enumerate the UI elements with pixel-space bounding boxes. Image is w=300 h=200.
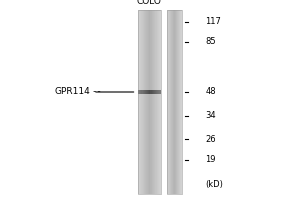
Bar xyxy=(169,10,170,194)
Bar xyxy=(154,10,155,194)
Bar xyxy=(138,10,139,194)
Bar xyxy=(179,10,180,194)
Bar xyxy=(181,10,182,194)
Bar xyxy=(153,10,154,194)
Bar xyxy=(150,90,152,94)
Text: COLO: COLO xyxy=(136,0,161,6)
Bar xyxy=(180,10,181,194)
Bar xyxy=(142,10,143,194)
Bar xyxy=(159,90,160,94)
Bar xyxy=(139,10,140,194)
Bar xyxy=(176,10,177,194)
Text: 117: 117 xyxy=(206,18,221,26)
Bar xyxy=(148,90,149,94)
Bar xyxy=(144,90,145,94)
Bar xyxy=(155,10,156,194)
Text: (kD): (kD) xyxy=(206,180,224,188)
Text: 85: 85 xyxy=(206,38,216,46)
Bar xyxy=(168,10,169,194)
Bar xyxy=(158,10,159,194)
Bar xyxy=(139,90,140,94)
Bar xyxy=(148,10,149,194)
Text: --: -- xyxy=(92,88,102,97)
Bar xyxy=(157,10,158,194)
Text: GPR114: GPR114 xyxy=(54,88,90,97)
Bar xyxy=(145,10,146,194)
Bar xyxy=(146,90,147,94)
Bar xyxy=(158,90,159,94)
Bar xyxy=(157,90,158,94)
Bar xyxy=(152,10,153,194)
Bar xyxy=(138,10,160,194)
Bar xyxy=(173,10,174,194)
Bar xyxy=(156,10,157,194)
Text: 48: 48 xyxy=(206,88,216,97)
Bar xyxy=(146,10,147,194)
Text: 19: 19 xyxy=(206,156,216,164)
Bar xyxy=(145,90,146,94)
Text: 26: 26 xyxy=(206,134,216,144)
Text: 34: 34 xyxy=(206,111,216,120)
Bar xyxy=(152,90,153,94)
Bar xyxy=(140,90,141,94)
Bar xyxy=(141,90,142,94)
Bar xyxy=(156,90,157,94)
Bar xyxy=(151,10,152,194)
Bar xyxy=(177,10,178,194)
Bar xyxy=(171,10,172,194)
Bar xyxy=(175,10,176,194)
Bar xyxy=(167,10,168,194)
Bar xyxy=(150,10,151,194)
Bar xyxy=(147,90,148,94)
Bar xyxy=(169,10,170,194)
Bar xyxy=(153,90,154,94)
Bar xyxy=(141,10,142,194)
Bar xyxy=(149,90,150,94)
Bar xyxy=(170,10,171,194)
Bar xyxy=(172,10,173,194)
Bar xyxy=(143,10,144,194)
Bar xyxy=(167,10,182,194)
Bar xyxy=(178,10,179,194)
Bar xyxy=(138,90,139,94)
Bar xyxy=(174,10,175,194)
Bar xyxy=(149,10,150,194)
Bar xyxy=(147,10,148,194)
Bar xyxy=(142,90,144,94)
Bar xyxy=(140,10,141,194)
Bar xyxy=(154,90,155,94)
Bar xyxy=(144,10,145,194)
Bar xyxy=(155,90,156,94)
Bar xyxy=(159,10,160,194)
